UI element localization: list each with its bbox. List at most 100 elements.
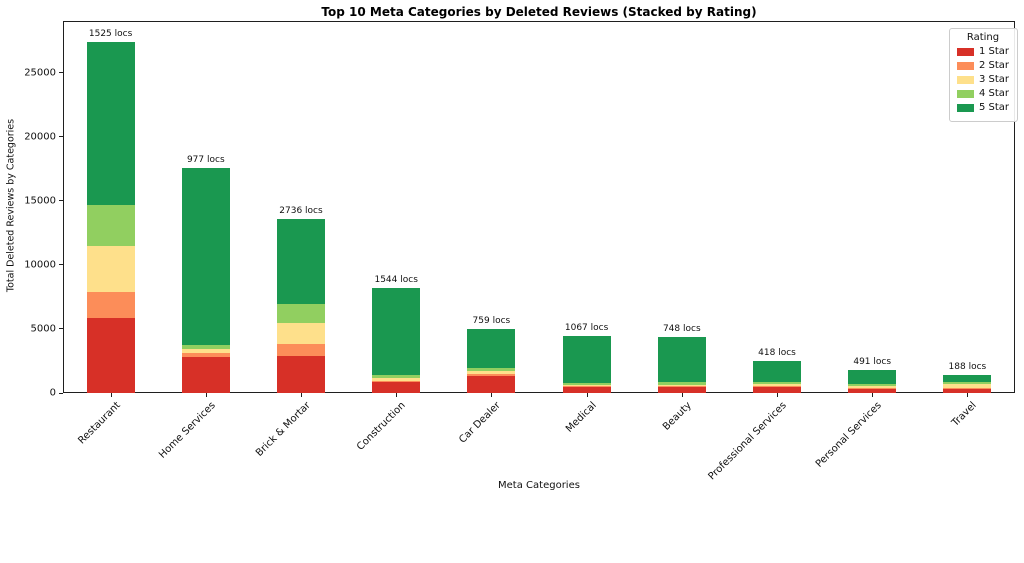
y-tick-label: 25000 — [24, 67, 56, 79]
legend-row-2-star: 2 Star — [956, 60, 1009, 71]
bar-segment-professional-services-1-star — [753, 386, 801, 393]
y-tick-mark — [59, 328, 63, 330]
bar-segment-medical-4-star — [562, 383, 611, 386]
bar-segment-car-dealer-1-star — [467, 376, 516, 393]
legend-row-1-star: 1 Star — [956, 46, 1009, 57]
bar-segment-medical-3-star — [562, 385, 611, 387]
bar-segment-personal-services-3-star — [848, 386, 897, 388]
bar-segment-construction-4-star — [372, 375, 421, 379]
bar-segment-professional-services-2-star — [753, 385, 801, 387]
bar-segment-home-services-2-star — [181, 353, 230, 358]
bar-segment-restaurant-1-star — [86, 318, 135, 393]
bar-segment-brick-mortar-1-star — [277, 356, 325, 393]
bar-segment-beauty-5-star — [657, 336, 706, 383]
bar-segment-brick-mortar-4-star — [277, 303, 325, 323]
bar-segment-medical-5-star — [562, 335, 611, 384]
bar-segment-home-services-1-star — [181, 357, 230, 393]
bar-segment-brick-mortar-3-star — [277, 322, 325, 344]
y-tick-mark — [59, 392, 63, 394]
x-tick-mark — [301, 393, 302, 397]
bar-segment-car-dealer-5-star — [467, 329, 516, 369]
x-tick-mark — [396, 393, 398, 397]
bar-total-label: 188 locs — [948, 361, 987, 372]
bar-total-label: 418 locs — [758, 347, 796, 358]
bar-segment-brick-mortar-2-star — [277, 343, 325, 357]
legend-swatch-5-star — [956, 103, 974, 112]
y-tick-mark — [59, 200, 63, 202]
bar-segment-restaurant-5-star — [86, 42, 135, 206]
bar-segment-car-dealer-4-star — [467, 368, 516, 372]
bar-segment-construction-5-star — [372, 288, 421, 376]
bar-total-label: 1067 locs — [564, 322, 609, 333]
bar-segment-restaurant-2-star — [86, 291, 135, 319]
x-tick-mark — [777, 393, 778, 397]
bar-segment-restaurant-4-star — [86, 205, 135, 246]
y-tick-label: 5000 — [30, 323, 56, 335]
x-tick-mark — [491, 393, 493, 397]
bar-segment-travel-4-star — [943, 381, 992, 385]
bar-segment-professional-services-4-star — [753, 381, 801, 384]
y-tick-label: 20000 — [24, 131, 56, 143]
y-tick-mark — [59, 136, 63, 138]
bar-segment-home-services-4-star — [181, 344, 230, 349]
x-tick-mark — [205, 393, 207, 397]
y-tick-mark — [59, 264, 63, 266]
bar-total-label: 1544 locs — [374, 275, 418, 286]
bar-segment-travel-5-star — [943, 374, 992, 382]
legend-label: 5 Star — [978, 102, 1009, 113]
bar-segment-home-services-5-star — [181, 167, 230, 345]
bar-total-label: 977 locs — [186, 154, 225, 165]
bar-segment-home-services-3-star — [181, 348, 230, 354]
x-axis-label: Meta Categories — [498, 480, 580, 491]
legend-swatch-3-star — [956, 75, 974, 84]
bar-segment-travel-3-star — [943, 384, 992, 388]
y-tick-mark — [59, 72, 63, 74]
bar-segment-construction-1-star — [372, 382, 421, 393]
x-tick-mark — [586, 393, 588, 397]
bar-segment-brick-mortar-5-star — [277, 219, 325, 304]
bar-segment-construction-3-star — [372, 378, 421, 381]
x-tick-mark — [872, 393, 874, 397]
bar-segment-beauty-3-star — [657, 384, 706, 387]
bar-segment-medical-2-star — [562, 386, 611, 388]
chart-title: Top 10 Meta Categories by Deleted Review… — [321, 5, 757, 19]
x-tick-mark — [681, 393, 683, 397]
bar-segment-beauty-1-star — [657, 387, 706, 393]
legend: Rating 1 Star 2 Star 3 Star 4 Star 5 Star — [948, 28, 1018, 122]
bar-segment-car-dealer-2-star — [467, 374, 516, 377]
legend-row-5-star: 5 Star — [956, 102, 1009, 113]
bar-segment-professional-services-3-star — [753, 383, 801, 386]
legend-swatch-2-star — [956, 61, 974, 70]
legend-label: 2 Star — [978, 60, 1009, 71]
bar-segment-restaurant-3-star — [86, 245, 135, 292]
bar-segment-beauty-4-star — [657, 382, 706, 385]
bar-total-label: 1525 locs — [88, 29, 133, 39]
legend-label: 1 Star — [978, 46, 1009, 57]
bar-segment-personal-services-1-star — [848, 388, 897, 393]
legend-row-3-star: 3 Star — [956, 74, 1009, 85]
y-tick-label: 15000 — [24, 195, 56, 207]
bar-segment-personal-services-4-star — [848, 384, 897, 386]
bar-segment-car-dealer-3-star — [467, 371, 516, 375]
legend-row-4-star: 4 Star — [956, 88, 1009, 99]
bar-segment-medical-1-star — [562, 387, 611, 393]
legend-swatch-1-star — [956, 47, 974, 56]
y-tick-label: 10000 — [24, 259, 56, 271]
bar-total-label: 491 locs — [853, 356, 892, 367]
bar-total-label: 2736 locs — [279, 206, 323, 217]
bar-total-label: 759 locs — [472, 316, 511, 327]
legend-title: Rating — [966, 32, 1000, 43]
x-tick-mark — [967, 393, 969, 397]
legend-rows: 1 Star 2 Star 3 Star 4 Star 5 Star — [956, 46, 1009, 113]
legend-label: 3 Star — [978, 74, 1009, 85]
bar-segment-travel-1-star — [943, 389, 992, 393]
legend-swatch-4-star — [956, 89, 974, 98]
legend-label: 4 Star — [978, 88, 1009, 99]
bar-segment-personal-services-5-star — [848, 369, 897, 385]
bar-total-label: 748 locs — [662, 323, 701, 334]
bar-segment-professional-services-5-star — [753, 360, 801, 382]
stacked-bar-chart: Top 10 Meta Categories by Deleted Review… — [6, 5, 1018, 491]
x-tick-mark — [110, 393, 112, 397]
bar-segment-construction-2-star — [372, 380, 421, 383]
bar-segment-personal-services-2-star — [848, 387, 897, 389]
